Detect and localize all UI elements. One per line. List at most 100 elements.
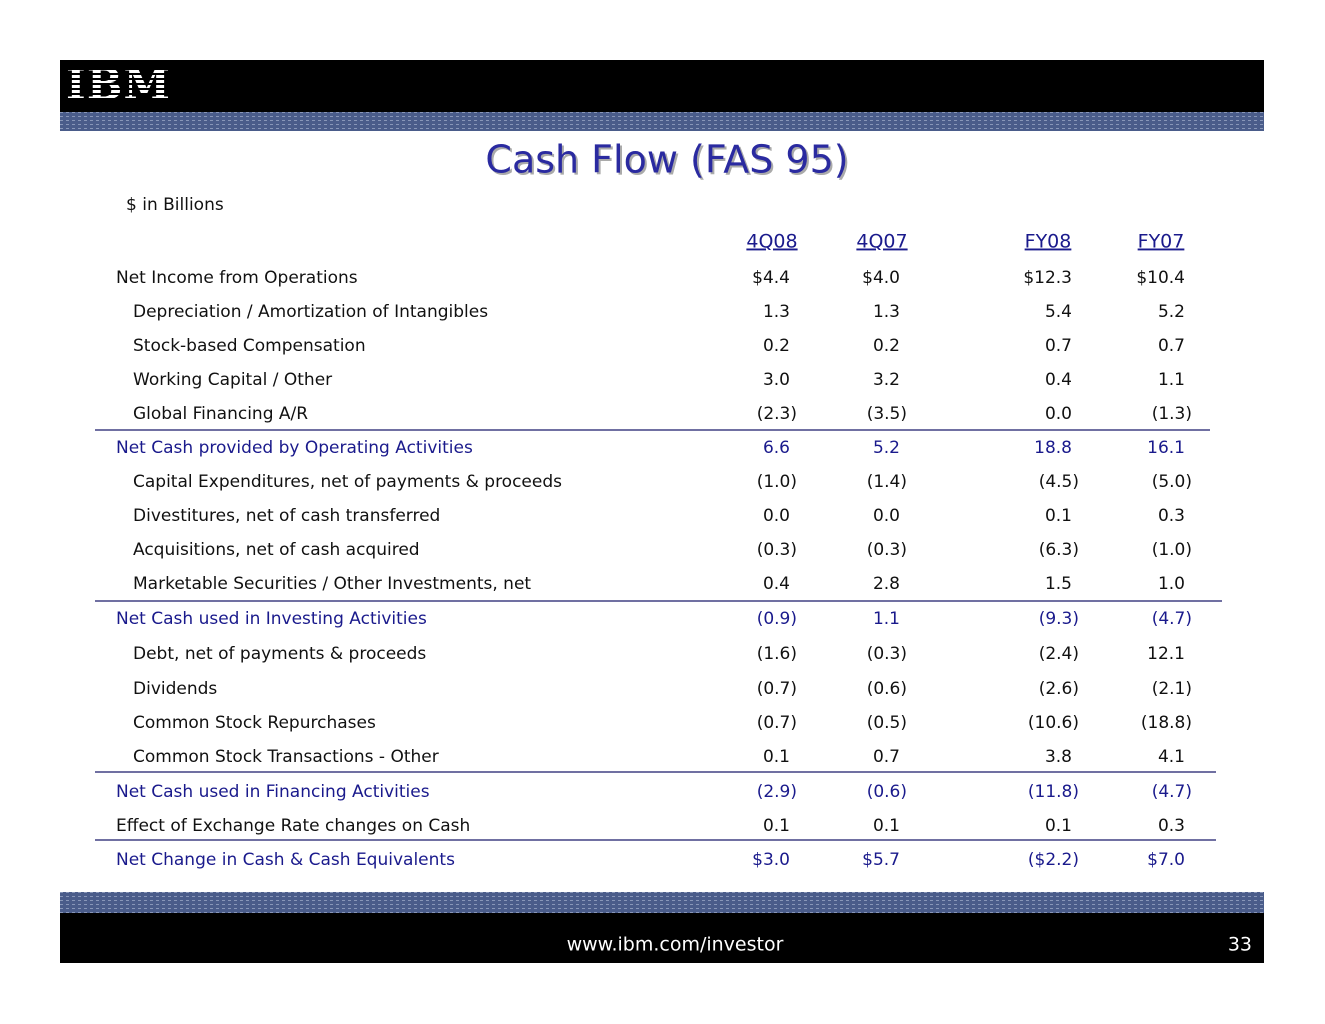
title-shadow: Cash Flow (FAS 95)	[487, 140, 850, 184]
cell: $3.0	[752, 850, 790, 870]
cell: (2.9)	[757, 782, 797, 802]
cell: 0.7	[873, 747, 900, 767]
cell: (4.7)	[1152, 609, 1192, 629]
cell: $12.3	[1023, 268, 1072, 288]
cell: (0.5)	[867, 713, 907, 733]
cell: 3.2	[873, 370, 900, 390]
row-label: Net Income from Operations	[116, 268, 358, 288]
row-label: Common Stock Transactions - Other	[133, 747, 439, 767]
cell: 0.3	[1158, 816, 1185, 836]
row-label: Net Change in Cash & Cash Equivalents	[116, 850, 455, 870]
cell: 0.4	[763, 574, 790, 594]
row-label: Global Financing A/R	[133, 404, 308, 424]
cell: 1.1	[1158, 370, 1185, 390]
cell: (1.4)	[867, 472, 907, 492]
cell: (4.7)	[1152, 782, 1192, 802]
cell: 0.0	[873, 506, 900, 526]
title: Cash Flow (FAS 95)	[485, 138, 848, 182]
column-header: FY08	[1025, 231, 1072, 253]
cell: 18.8	[1034, 438, 1072, 458]
top-bar	[60, 60, 1264, 112]
bottom-bar	[60, 913, 1264, 963]
cell: (0.3)	[757, 540, 797, 560]
bottom-band	[60, 892, 1264, 913]
cell: (5.0)	[1152, 472, 1192, 492]
cell: 0.2	[763, 336, 790, 356]
cell: 16.1	[1147, 438, 1185, 458]
cell: (0.7)	[757, 679, 797, 699]
row-label: Marketable Securities / Other Investment…	[133, 574, 531, 594]
cell: 0.0	[1045, 404, 1072, 424]
cell: 1.3	[763, 302, 790, 322]
row-label: Debt, net of payments & proceeds	[133, 644, 426, 664]
row-label: Capital Expenditures, net of payments & …	[133, 472, 562, 492]
row-label: Divestitures, net of cash transferred	[133, 506, 440, 526]
row-label: Common Stock Repurchases	[133, 713, 376, 733]
cell: $4.4	[752, 268, 790, 288]
cell: (1.0)	[757, 472, 797, 492]
cell: 0.1	[763, 747, 790, 767]
cell: (0.6)	[867, 782, 907, 802]
cell: (2.1)	[1152, 679, 1192, 699]
cell: (1.0)	[1152, 540, 1192, 560]
row-label: Working Capital / Other	[133, 370, 332, 390]
cell: (2.4)	[1039, 644, 1079, 664]
cell: (1.3)	[1152, 404, 1192, 424]
cell: (9.3)	[1039, 609, 1079, 629]
page-number: 33	[1228, 934, 1252, 956]
cell: 4.1	[1158, 747, 1185, 767]
top-band	[60, 112, 1264, 131]
row-label: Stock-based Compensation	[133, 336, 366, 356]
cell: 0.7	[1045, 336, 1072, 356]
cell: (0.3)	[867, 540, 907, 560]
row-label: Dividends	[133, 679, 217, 699]
cell: (2.6)	[1039, 679, 1079, 699]
cell: 0.7	[1158, 336, 1185, 356]
column-header: FY07	[1138, 231, 1185, 253]
cell: 3.0	[763, 370, 790, 390]
cell: (4.5)	[1039, 472, 1079, 492]
cell: (3.5)	[867, 404, 907, 424]
column-header: 4Q07	[856, 231, 907, 253]
cell: (0.9)	[757, 609, 797, 629]
cell: (0.6)	[867, 679, 907, 699]
cell: $7.0	[1147, 850, 1185, 870]
cell: (11.8)	[1028, 782, 1079, 802]
cell: 0.0	[763, 506, 790, 526]
cell: 0.2	[873, 336, 900, 356]
cell: (2.3)	[757, 404, 797, 424]
cell: $5.7	[862, 850, 900, 870]
cell: 3.8	[1045, 747, 1072, 767]
cell: 0.1	[1045, 506, 1072, 526]
cell: 12.1	[1147, 644, 1185, 664]
column-header: 4Q08	[746, 231, 797, 253]
logo: IBM	[66, 60, 170, 109]
cell: 1.5	[1045, 574, 1072, 594]
cell: 1.1	[873, 609, 900, 629]
cell: 2.8	[873, 574, 900, 594]
row-label: Net Cash used in Financing Activities	[116, 782, 430, 802]
cell: (18.8)	[1141, 713, 1192, 733]
cell: 0.4	[1045, 370, 1072, 390]
cell: 0.1	[763, 816, 790, 836]
footer-url: www.ibm.com/investor	[567, 934, 784, 956]
cell: 1.3	[873, 302, 900, 322]
cell: (0.3)	[867, 644, 907, 664]
row-label: Net Cash used in Investing Activities	[116, 609, 427, 629]
row-label: Effect of Exchange Rate changes on Cash	[116, 816, 470, 836]
cell: 0.3	[1158, 506, 1185, 526]
row-label: Net Cash provided by Operating Activitie…	[116, 438, 473, 458]
cell: (0.7)	[757, 713, 797, 733]
cell: (1.6)	[757, 644, 797, 664]
cell: 5.2	[1158, 302, 1185, 322]
row-label: Acquisitions, net of cash acquired	[133, 540, 420, 560]
cell: (10.6)	[1028, 713, 1079, 733]
cell: 5.2	[873, 438, 900, 458]
cell: 0.1	[873, 816, 900, 836]
table: 4Q08 4Q07 FY08 FY07 Net Income from Operatio…	[95, 231, 1222, 870]
cell: (6.3)	[1039, 540, 1079, 560]
cell: 0.1	[1045, 816, 1072, 836]
cell: 1.0	[1158, 574, 1185, 594]
cell: 5.4	[1045, 302, 1072, 322]
